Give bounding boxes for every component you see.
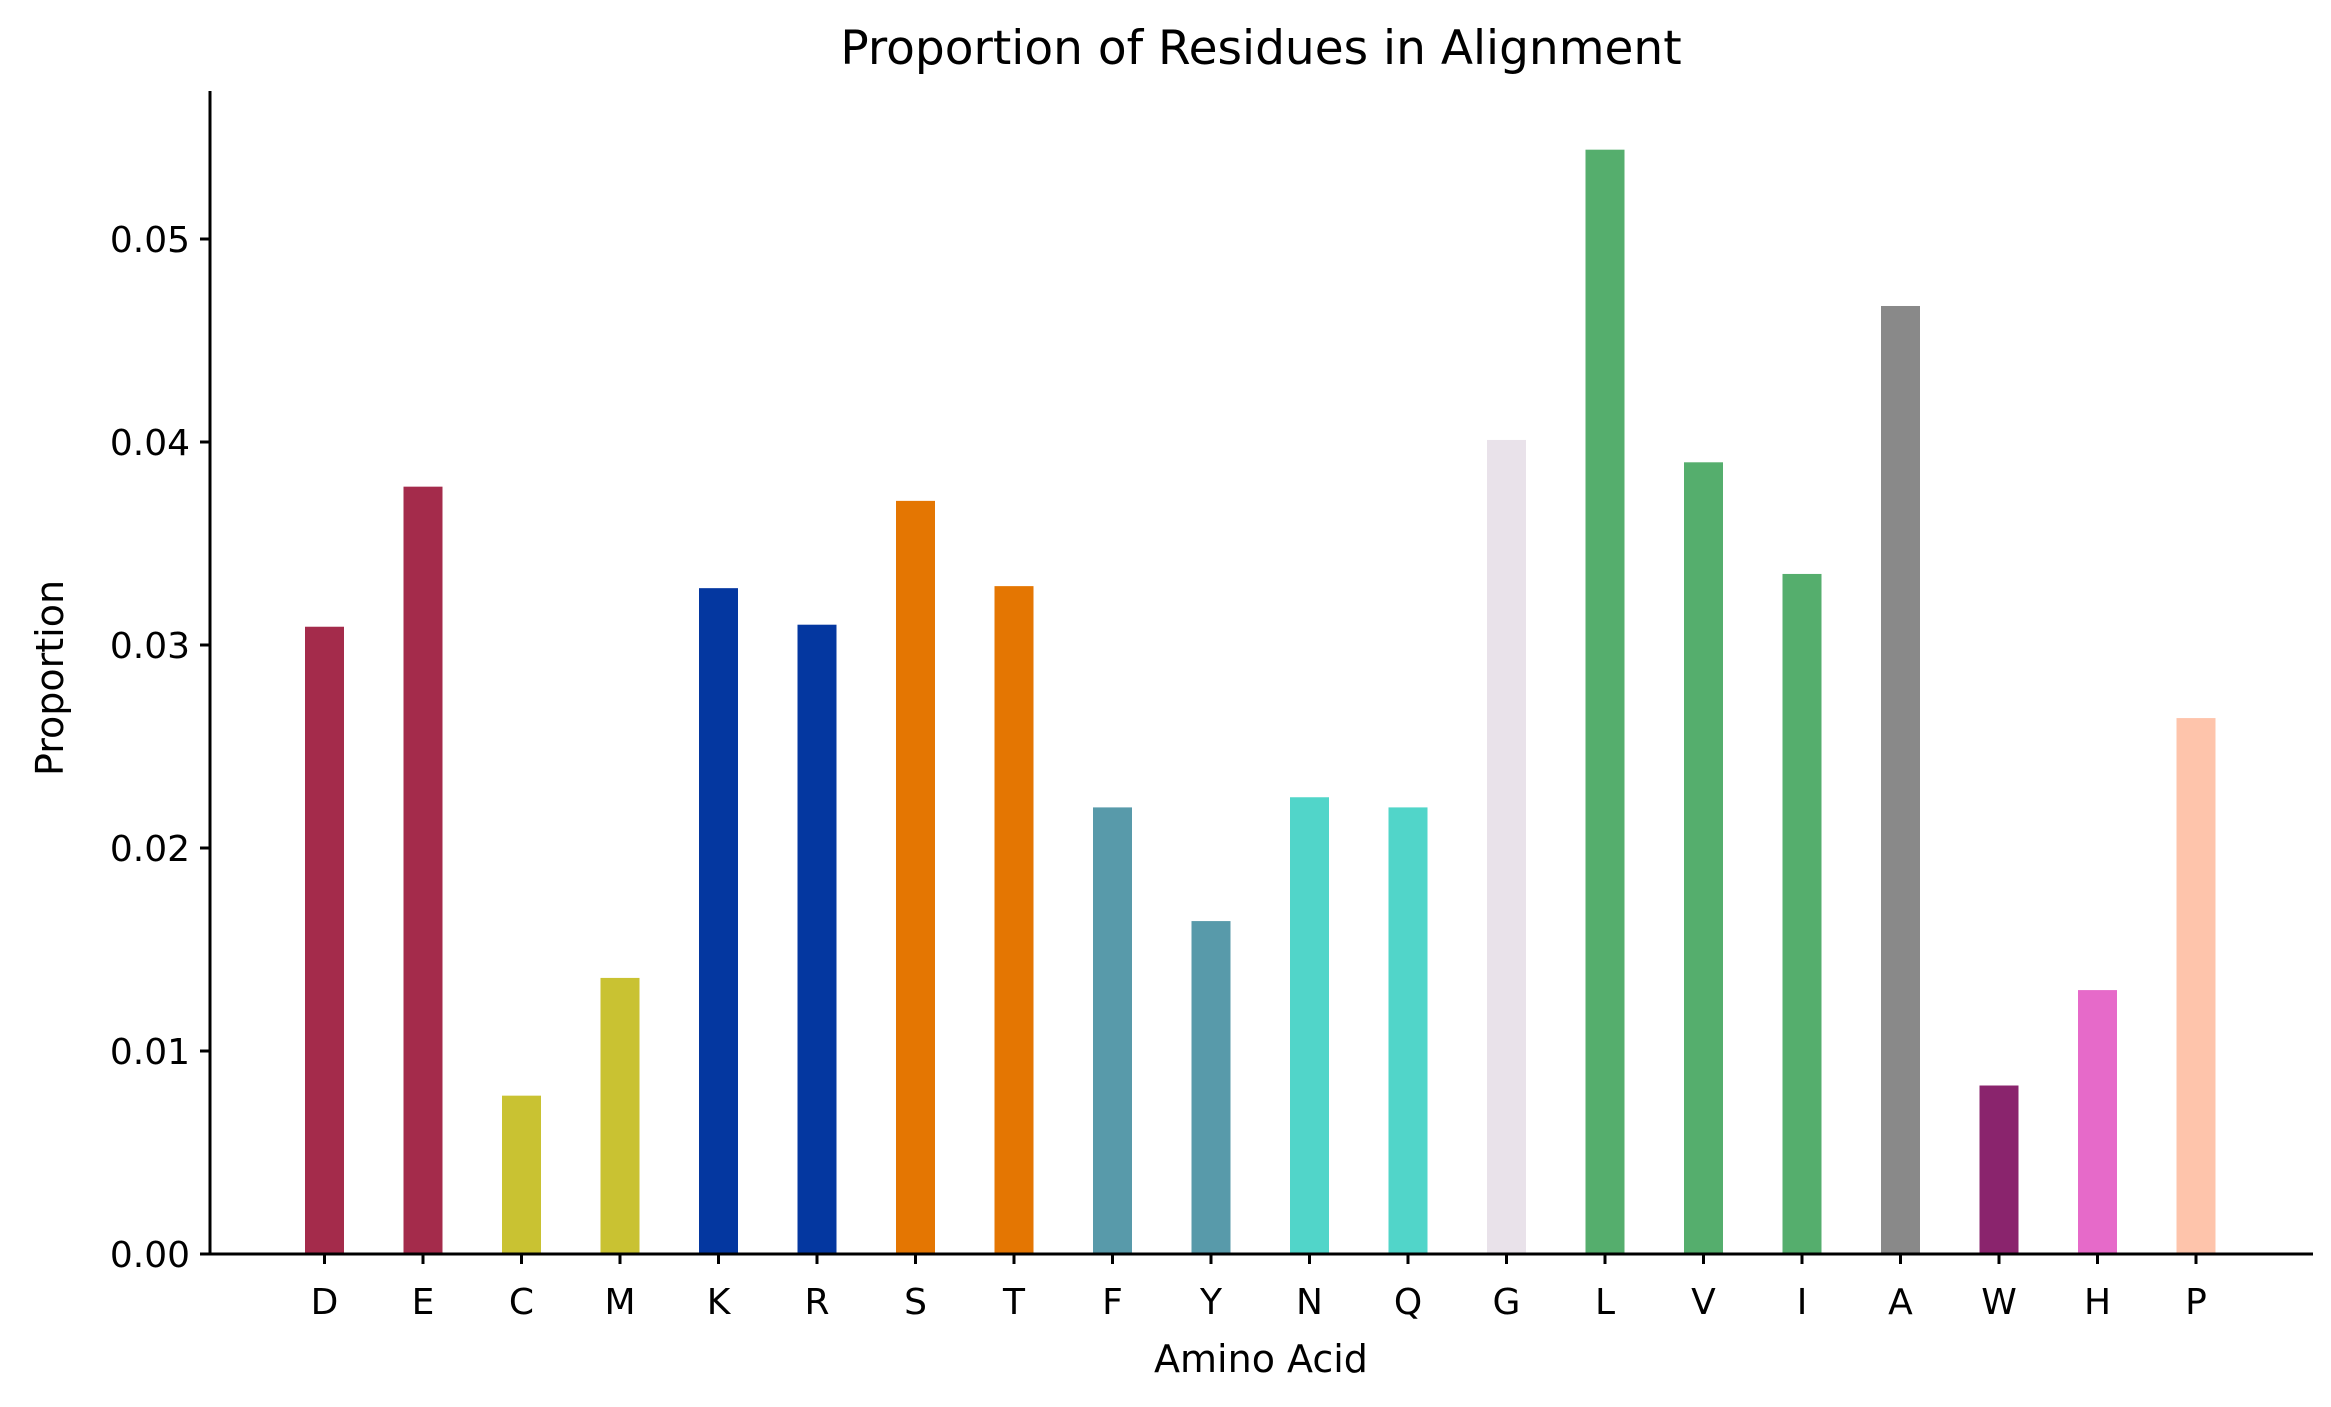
bar-Y — [1191, 921, 1231, 1254]
x-tick-label-M: M — [604, 1282, 635, 1323]
bar-N — [1290, 797, 1329, 1254]
x-tick-label-W: W — [1981, 1282, 2017, 1323]
x-tick-label-V: V — [1691, 1282, 1716, 1323]
x-tick-label-G: G — [1493, 1282, 1521, 1323]
x-tick-label-P: P — [2185, 1282, 2207, 1323]
x-axis-label: Amino Acid — [1154, 1337, 1368, 1381]
bar-M — [600, 977, 640, 1254]
x-tick-label-R: R — [804, 1282, 829, 1323]
bar-L — [1585, 149, 1625, 1255]
bar-R — [797, 624, 837, 1254]
y-tick-label-5: 0.05 — [110, 220, 190, 261]
bar-V — [1684, 462, 1723, 1254]
x-tick-label-E: E — [412, 1282, 435, 1323]
chart-title: Proportion of Residues in Alignment — [840, 21, 1681, 76]
y-tick-label-4: 0.04 — [110, 423, 190, 464]
x-tick-label-D: D — [311, 1282, 339, 1323]
x-tick-label-L: L — [1595, 1282, 1615, 1323]
x-tick-label-H: H — [2084, 1282, 2111, 1323]
y-tick-label-2: 0.02 — [110, 829, 190, 870]
y-axis-label: Proportion — [28, 580, 72, 776]
x-tick-label-T: T — [1002, 1282, 1026, 1323]
bar-P — [2176, 718, 2216, 1254]
x-tick-label-Y: Y — [1199, 1282, 1223, 1323]
bar-G — [1487, 439, 1526, 1255]
bar-T — [994, 586, 1034, 1254]
bar-W — [1979, 1085, 2019, 1254]
bar-D — [305, 626, 344, 1254]
x-tick-label-N: N — [1296, 1282, 1323, 1323]
x-tick-label-A: A — [1888, 1282, 1913, 1323]
bar-K — [699, 588, 738, 1254]
x-tick-label-Q: Q — [1394, 1282, 1422, 1323]
y-tick-label-1: 0.01 — [110, 1032, 190, 1073]
x-tick-label-C: C — [509, 1282, 534, 1323]
x-tick-label-F: F — [1102, 1282, 1123, 1323]
bar-Q — [1388, 807, 1428, 1254]
bar-S — [896, 500, 935, 1254]
y-tick-label-0: 0.00 — [110, 1235, 190, 1276]
y-ticks-layer: 0.00 0.01 0.02 0.03 0.04 0.05 — [110, 220, 210, 1276]
bar-I — [1782, 573, 1822, 1254]
bar-E — [403, 486, 443, 1254]
x-tick-label-S: S — [904, 1282, 927, 1323]
bar-C — [502, 1095, 541, 1254]
y-tick-label-3: 0.03 — [110, 626, 190, 667]
bar-A — [1881, 305, 1920, 1254]
x-tick-label-I: I — [1797, 1282, 1808, 1323]
bar-F — [1093, 807, 1132, 1254]
bar-H — [2078, 990, 2117, 1254]
bars-layer — [305, 149, 2216, 1255]
x-tick-label-K: K — [707, 1282, 732, 1323]
